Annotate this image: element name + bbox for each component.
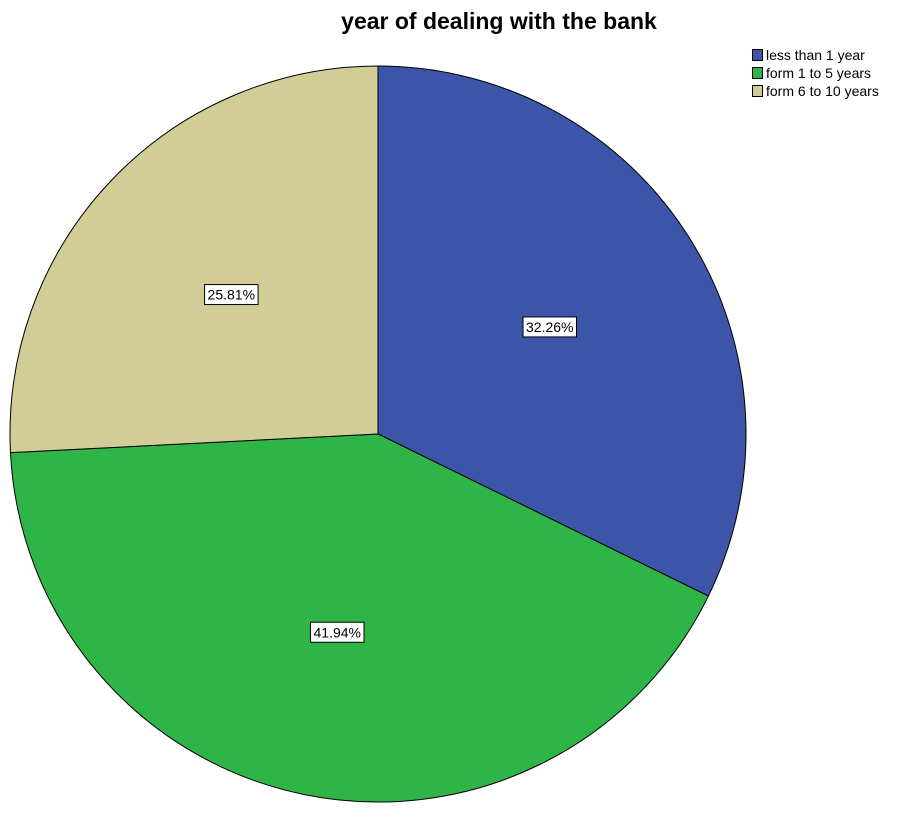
legend-item-less-than-1-year: less than 1 year xyxy=(752,46,879,64)
legend-item-6-to-10-years: form 6 to 10 years xyxy=(752,82,879,100)
legend-swatch xyxy=(752,67,763,79)
legend-swatch xyxy=(752,85,763,97)
slice-label-box xyxy=(522,316,578,338)
legend-label: less than 1 year xyxy=(766,47,865,63)
pie-slices xyxy=(9,65,747,803)
chart-title: year of dealing with the bank xyxy=(341,8,657,34)
legend-label: form 1 to 5 years xyxy=(766,65,872,81)
slice-label-box xyxy=(310,621,365,643)
slice-percent-label: 25.81% xyxy=(208,287,255,303)
slice-label-0: 32.26% xyxy=(522,316,578,338)
pie-labels: 32.26% 41.94% 25.81% xyxy=(204,284,578,643)
slice-percent-label: 32.26% xyxy=(526,319,573,335)
legend: less than 1 year form 1 to 5 years form … xyxy=(752,46,879,100)
pie-slice-2 xyxy=(9,65,379,454)
pie-slice-1 xyxy=(9,433,710,803)
legend-swatch xyxy=(752,49,763,61)
legend-item-1-to-5-years: form 1 to 5 years xyxy=(752,64,879,82)
slice-label-2: 25.81% xyxy=(204,284,259,306)
slice-label-1: 41.94% xyxy=(310,621,365,643)
slice-percent-label: 41.94% xyxy=(314,624,361,640)
legend-label: form 6 to 10 years xyxy=(766,83,879,99)
slice-label-box xyxy=(204,284,259,306)
